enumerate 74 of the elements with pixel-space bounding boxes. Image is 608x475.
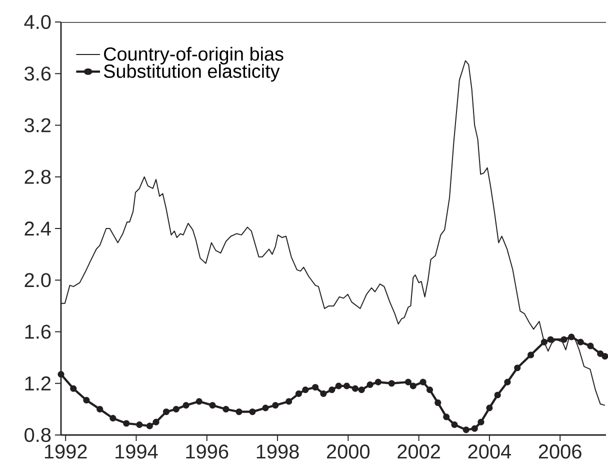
x-tick-label: 2004 <box>468 444 512 459</box>
y-tick-label: 1.2 <box>25 376 50 390</box>
point <box>249 408 256 416</box>
point <box>426 386 434 394</box>
point <box>434 399 442 406</box>
point <box>504 378 511 386</box>
y-tick-label: 1.6 <box>25 324 51 339</box>
point <box>262 404 269 412</box>
point <box>222 406 230 412</box>
point <box>162 408 170 416</box>
point <box>302 386 309 394</box>
point <box>352 385 359 392</box>
point <box>374 378 382 386</box>
point <box>209 402 216 409</box>
point <box>343 382 350 390</box>
point <box>366 381 374 388</box>
point <box>83 396 90 404</box>
point <box>286 398 292 405</box>
legend-label: Country-of-origin bias <box>104 46 284 64</box>
point <box>486 404 493 412</box>
point <box>547 336 554 343</box>
point <box>272 402 279 409</box>
point <box>404 378 412 386</box>
y-tick-label: 3.6 <box>24 66 51 81</box>
x-tick-label: 2000 <box>327 444 370 459</box>
point <box>58 371 64 378</box>
point <box>335 382 342 390</box>
point <box>420 378 426 386</box>
y-tick-label: 2.8 <box>24 170 51 184</box>
point <box>320 390 327 397</box>
point <box>560 336 568 343</box>
point <box>388 380 395 387</box>
point <box>172 406 180 412</box>
x-tick-label: 1994 <box>116 444 158 459</box>
point <box>587 342 594 350</box>
point <box>358 386 365 394</box>
point <box>328 386 336 394</box>
y-tick-label: 2.4 <box>24 222 51 236</box>
point <box>70 385 77 392</box>
y-tick-label: 0.8 <box>24 428 51 442</box>
y-tick-label: 2.0 <box>24 273 51 288</box>
point <box>527 352 534 358</box>
point <box>494 392 501 398</box>
point <box>295 390 302 397</box>
point <box>123 420 130 427</box>
point <box>443 414 450 420</box>
point <box>196 398 202 405</box>
legend-label: Substitution elasticity <box>104 64 280 82</box>
point <box>110 414 116 422</box>
point <box>462 426 470 434</box>
point <box>136 421 143 428</box>
point <box>478 418 484 426</box>
point <box>96 406 104 412</box>
x-tick-label: 1996 <box>186 444 228 459</box>
point <box>568 334 575 340</box>
point <box>597 350 604 357</box>
x-tick-label: 1998 <box>256 444 299 459</box>
y-tick-label: 3.2 <box>24 118 50 132</box>
point <box>146 422 153 430</box>
x-tick-label: 1992 <box>44 444 87 459</box>
point <box>577 338 584 346</box>
point <box>540 338 548 346</box>
point <box>152 418 160 426</box>
point <box>471 425 478 432</box>
point <box>312 384 319 391</box>
x-tick-label: 2002 <box>398 444 440 459</box>
point <box>602 352 608 360</box>
point <box>182 402 190 409</box>
point <box>410 382 416 390</box>
y-tick-label: 4.0 <box>24 14 51 30</box>
point <box>514 364 521 372</box>
point <box>451 421 458 428</box>
point <box>236 408 242 416</box>
x-tick-label: 2006 <box>538 444 582 459</box>
